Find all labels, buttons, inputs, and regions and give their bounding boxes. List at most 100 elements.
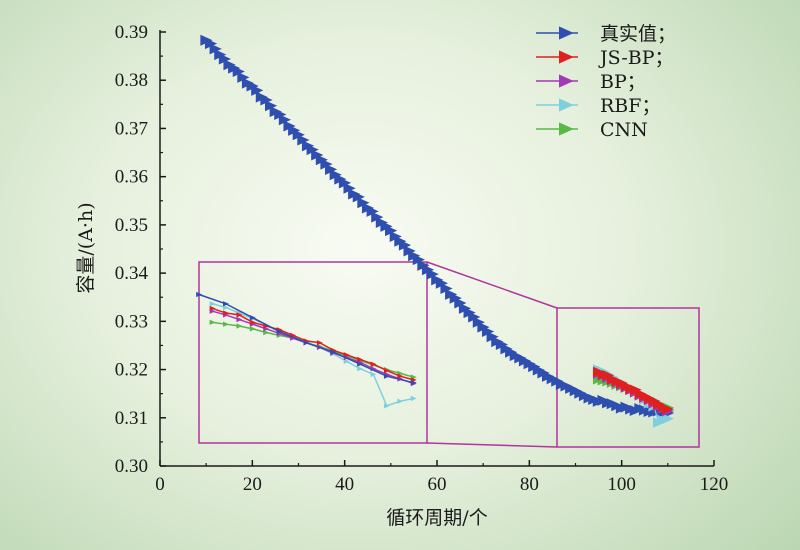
inset-data-point	[370, 361, 377, 367]
zoom-region	[198, 261, 700, 448]
inset-series-line	[198, 293, 414, 384]
data-point	[357, 197, 370, 209]
zoom-connector-bottom	[426, 442, 558, 448]
inset-data-point	[236, 312, 243, 318]
data-point	[662, 403, 674, 415]
x-tick-label: 80	[520, 474, 539, 495]
legend-marker	[559, 122, 574, 136]
inset-data-point	[223, 304, 229, 311]
data-point	[209, 43, 222, 55]
data-point	[274, 108, 287, 120]
legend-marker	[559, 74, 574, 88]
x-tick-label: 0	[155, 474, 165, 495]
data-point	[278, 114, 292, 126]
inset-data-point	[343, 358, 350, 364]
data-point	[412, 254, 425, 266]
data-point	[325, 163, 338, 175]
data-point	[440, 283, 453, 295]
y-tick-label: 0.38	[115, 70, 148, 91]
inset-data-point	[343, 352, 350, 358]
legend-label: 真实值；	[600, 23, 676, 45]
data-point	[398, 239, 412, 251]
data-point	[338, 177, 352, 189]
inset-data-point	[397, 398, 404, 404]
inset-series-line	[212, 310, 414, 385]
data-point	[306, 144, 319, 156]
data-point	[481, 325, 495, 337]
series-layer	[200, 34, 675, 428]
x-tick-label: 60	[428, 474, 447, 495]
inset-series-3	[209, 301, 417, 409]
series-1	[592, 366, 674, 415]
tick-labels: 0 20 40 60 80 100 120 0.30 0.31 0.32 0.33 0.34 0.35 0…	[115, 22, 729, 495]
inset-data-point	[223, 301, 229, 307]
inset-data-point	[383, 373, 390, 379]
data-point	[292, 129, 305, 141]
data-point	[468, 311, 481, 323]
series-line	[205, 39, 668, 414]
data-point	[352, 191, 365, 203]
inset-data-point	[209, 319, 216, 325]
inset-data-point	[330, 349, 337, 355]
legend-marker	[559, 26, 574, 40]
data-point	[232, 66, 245, 78]
legend-item-4: CNN	[536, 119, 648, 141]
y-tick-label: 0.31	[115, 408, 148, 429]
legend-label: CNN	[600, 119, 648, 141]
data-point	[265, 100, 278, 112]
data-point	[426, 268, 439, 280]
y-tick-label: 0.37	[115, 118, 148, 139]
inset-data-point	[196, 291, 203, 298]
inset-data-point	[357, 366, 364, 372]
data-point	[237, 71, 250, 83]
zoom-connector-top	[426, 261, 558, 309]
legend-item-1: JS-BP；	[536, 47, 674, 69]
data-point	[343, 182, 356, 194]
inset-data-point	[249, 326, 256, 332]
y-tick-label: 0.30	[115, 456, 148, 477]
data-point	[297, 134, 310, 146]
inset-series-line	[212, 303, 414, 407]
inset-data-point	[209, 305, 216, 312]
inset-data-point	[370, 371, 377, 377]
data-point	[204, 38, 218, 50]
inset-data-point	[223, 310, 229, 316]
y-tick-label: 0.34	[115, 263, 149, 284]
inset-data-point	[410, 380, 417, 386]
legend-item-3: RBF；	[536, 95, 660, 117]
inset-data-point	[209, 301, 216, 307]
zoom-source-box	[556, 307, 700, 448]
y-tick-label: 0.39	[115, 22, 148, 43]
legend-marker	[559, 98, 574, 112]
x-tick-label: 120	[700, 474, 729, 495]
data-point	[371, 211, 384, 223]
data-point	[435, 277, 448, 289]
inset-data-point	[276, 328, 283, 335]
inset-series-0	[196, 291, 417, 386]
inset-data-point	[263, 329, 270, 336]
x-tick-label: 100	[607, 474, 636, 495]
inset-data-point	[249, 319, 256, 325]
inset-box	[198, 261, 428, 444]
data-point	[260, 94, 273, 106]
inset-data-point	[383, 403, 390, 409]
inset-data-point	[236, 323, 243, 329]
series-0	[200, 34, 675, 419]
inset-data-point	[236, 316, 243, 323]
data-point	[251, 84, 264, 96]
x-tick-label: 20	[243, 474, 262, 495]
inset-data-point	[357, 361, 364, 367]
inset-data-point	[357, 356, 364, 363]
legend-label: JS-BP；	[598, 47, 674, 69]
legend-label: RBF；	[600, 95, 660, 117]
inset-data-point	[410, 395, 417, 402]
inset-data-point	[316, 340, 323, 346]
ticks	[159, 31, 715, 467]
data-point	[454, 297, 467, 309]
y-tick-label: 0.35	[115, 215, 148, 236]
x-axis-title: 循环周期/个	[386, 507, 487, 529]
inset-data-point	[223, 321, 229, 327]
inset-data-point	[249, 315, 256, 321]
legend-item-2: BP；	[536, 71, 646, 93]
